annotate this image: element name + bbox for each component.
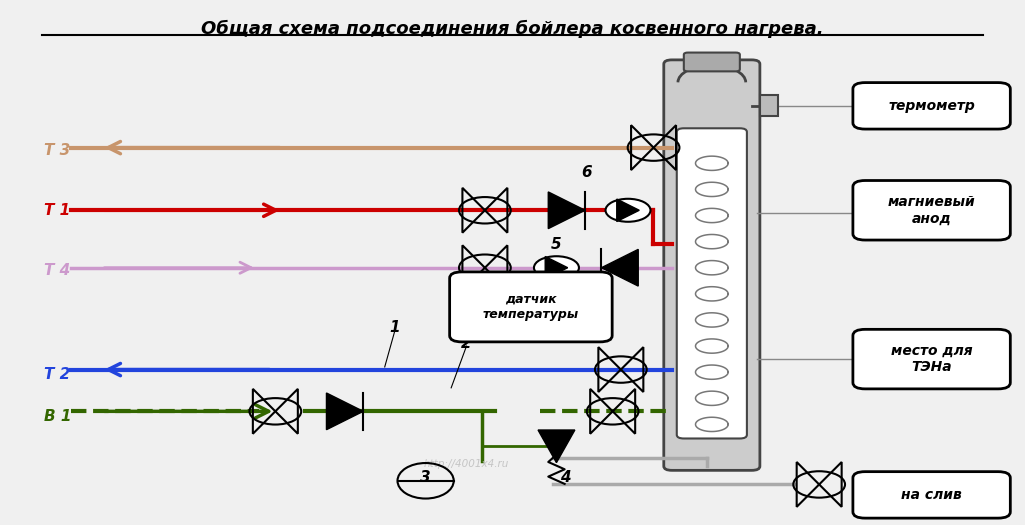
Text: T 1: T 1 bbox=[44, 203, 71, 218]
Polygon shape bbox=[602, 249, 639, 286]
Polygon shape bbox=[617, 199, 640, 222]
FancyBboxPatch shape bbox=[760, 96, 778, 116]
Text: T 3: T 3 bbox=[44, 143, 71, 158]
Text: T 2: T 2 bbox=[44, 368, 71, 382]
Text: 2: 2 bbox=[461, 336, 472, 351]
FancyBboxPatch shape bbox=[664, 60, 760, 470]
FancyBboxPatch shape bbox=[853, 329, 1011, 389]
Circle shape bbox=[534, 256, 579, 279]
Polygon shape bbox=[545, 257, 568, 279]
FancyBboxPatch shape bbox=[853, 181, 1011, 240]
Text: Общая схема подсоединения бойлера косвенного нагрева.: Общая схема подсоединения бойлера косвен… bbox=[201, 19, 824, 38]
FancyBboxPatch shape bbox=[676, 128, 747, 438]
Text: термометр: термометр bbox=[889, 99, 975, 113]
Text: 6: 6 bbox=[581, 165, 591, 180]
Text: T 4: T 4 bbox=[44, 263, 71, 278]
Text: 1: 1 bbox=[390, 320, 400, 335]
Text: http://4001x4.ru: http://4001x4.ru bbox=[423, 458, 509, 468]
Text: на слив: на слив bbox=[901, 488, 962, 502]
Polygon shape bbox=[326, 393, 363, 429]
Text: 3: 3 bbox=[420, 470, 430, 485]
FancyBboxPatch shape bbox=[853, 82, 1011, 129]
Polygon shape bbox=[548, 192, 585, 228]
Polygon shape bbox=[538, 430, 575, 463]
Text: 5: 5 bbox=[551, 237, 562, 251]
Text: магниевый
анод: магниевый анод bbox=[888, 195, 976, 225]
Circle shape bbox=[606, 199, 651, 222]
Text: место для
ТЭНа: место для ТЭНа bbox=[891, 344, 973, 374]
Text: B 1: B 1 bbox=[44, 409, 72, 424]
FancyBboxPatch shape bbox=[450, 272, 612, 342]
Text: 4: 4 bbox=[561, 470, 571, 485]
Text: датчик
температуры: датчик температуры bbox=[483, 293, 579, 321]
FancyBboxPatch shape bbox=[853, 471, 1011, 518]
FancyBboxPatch shape bbox=[684, 52, 740, 71]
